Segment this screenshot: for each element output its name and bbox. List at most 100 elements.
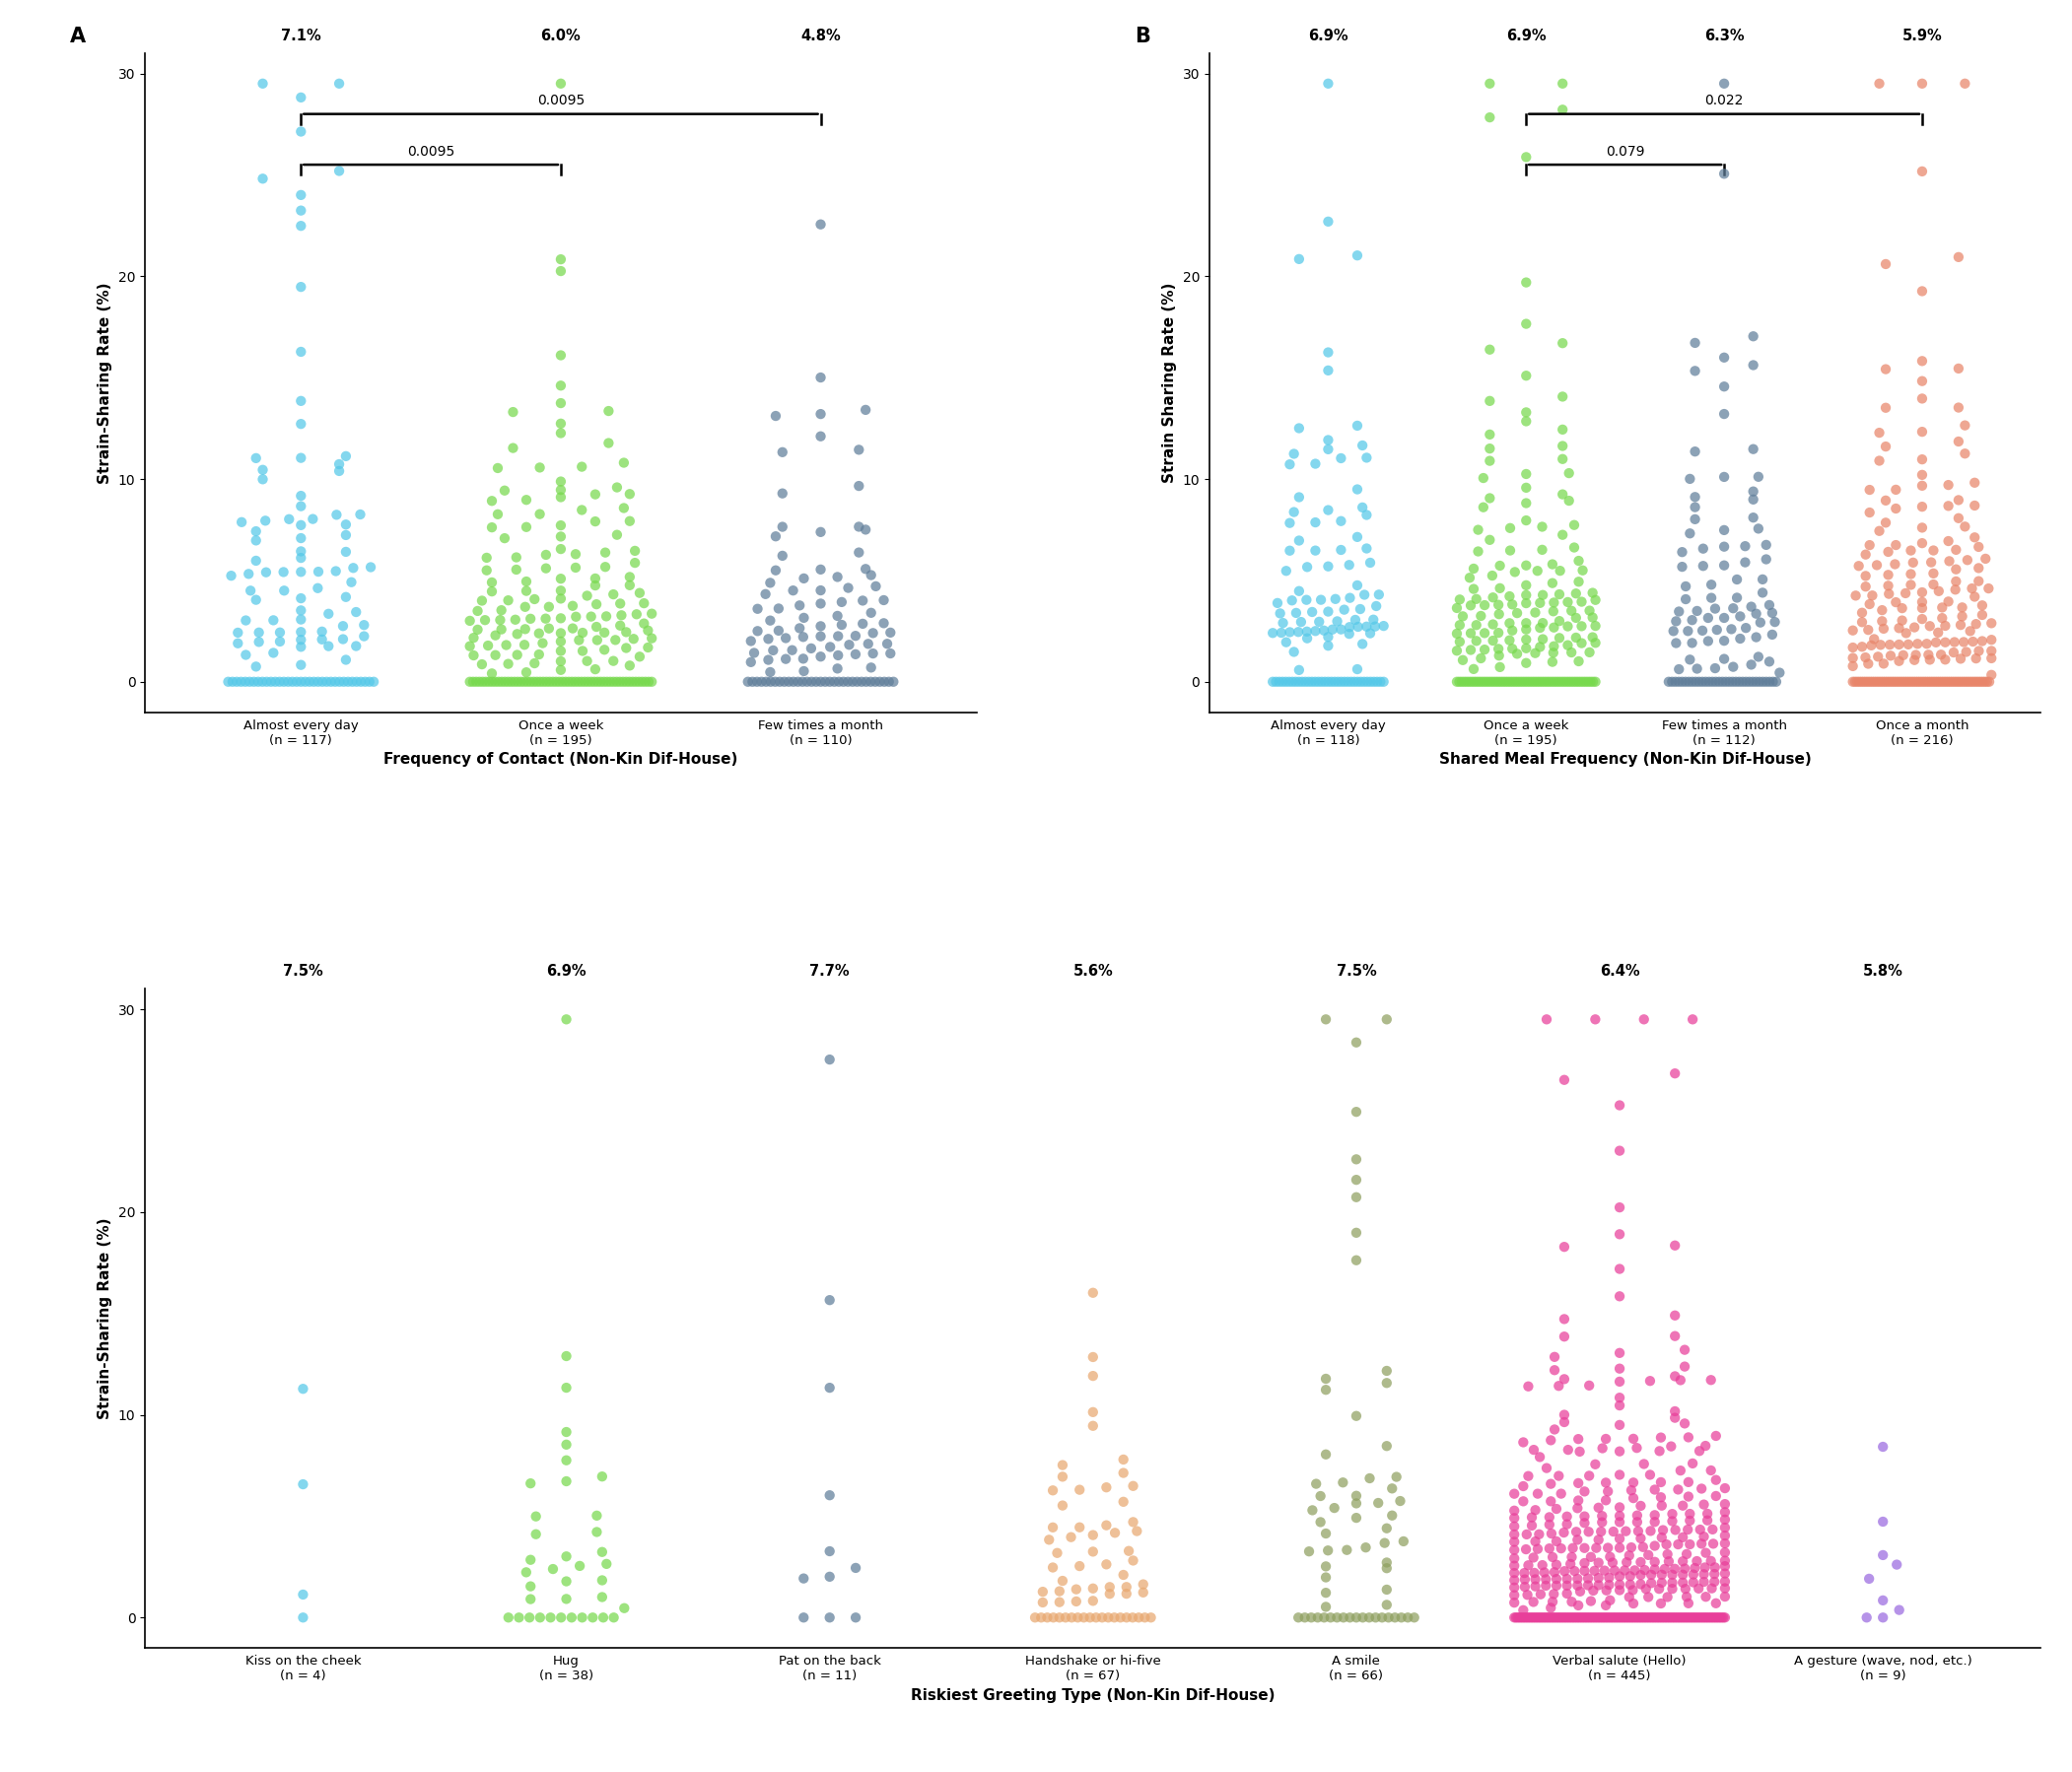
Point	[754, 569, 787, 597]
Point	[1525, 535, 1558, 563]
Point	[522, 618, 555, 647]
Point	[1312, 631, 1345, 659]
Point	[1912, 668, 1946, 696]
Point	[580, 613, 613, 641]
Point	[1587, 1556, 1620, 1584]
Point	[843, 539, 876, 567]
Point	[340, 668, 373, 696]
Point	[1293, 1538, 1326, 1566]
Point	[242, 668, 276, 696]
Point	[1310, 1579, 1343, 1607]
Point	[1674, 1499, 1707, 1527]
Point	[1699, 1481, 1732, 1510]
Point	[1370, 1549, 1403, 1577]
Point	[1656, 1575, 1689, 1604]
Point	[1662, 1476, 1695, 1504]
Point	[329, 441, 363, 470]
Point	[1537, 588, 1571, 617]
Point	[1341, 1145, 1374, 1173]
Point	[1444, 611, 1477, 640]
Text: B: B	[1135, 27, 1150, 46]
Point	[812, 1604, 845, 1632]
Point	[267, 668, 300, 696]
Point	[1312, 425, 1345, 454]
Point	[1370, 1368, 1403, 1396]
Point	[1550, 1572, 1583, 1600]
Text: A: A	[70, 27, 87, 46]
Point	[566, 618, 599, 647]
Point	[1707, 159, 1740, 188]
Point	[1312, 207, 1345, 236]
Point	[566, 496, 599, 525]
Point	[1697, 1515, 1730, 1543]
Point	[1975, 636, 2008, 664]
Point	[284, 273, 317, 301]
Point	[1334, 668, 1368, 696]
Point	[1310, 1441, 1343, 1469]
Point	[1906, 668, 1939, 696]
Point	[1906, 471, 1939, 500]
Point	[323, 668, 356, 696]
Point	[1080, 1604, 1113, 1632]
Point	[1676, 629, 1709, 657]
Point	[1612, 1542, 1645, 1570]
Point	[1303, 608, 1336, 636]
Point	[566, 1604, 599, 1632]
Point	[562, 668, 595, 696]
Point	[466, 650, 499, 679]
Point	[1944, 611, 1977, 640]
Point	[329, 537, 363, 565]
Point	[1312, 622, 1345, 650]
Point	[284, 117, 317, 145]
Point	[1341, 1166, 1374, 1194]
Point	[1709, 1574, 1743, 1602]
Point	[1510, 588, 1544, 617]
Point	[812, 1536, 845, 1565]
Point	[1471, 668, 1504, 696]
Point	[1498, 1504, 1531, 1533]
Point	[1544, 1604, 1577, 1632]
Point	[1666, 1547, 1699, 1575]
Point	[545, 510, 578, 539]
Point	[1519, 640, 1552, 668]
Point	[1836, 633, 1869, 661]
Point	[555, 1604, 588, 1632]
Point	[1353, 549, 1386, 578]
Point	[1523, 1442, 1556, 1471]
Point	[1098, 1519, 1131, 1547]
Point	[1656, 668, 1689, 696]
Point	[1106, 1488, 1140, 1517]
Point	[489, 668, 522, 696]
Point	[1562, 647, 1595, 675]
Point	[1668, 1554, 1701, 1582]
Point	[1552, 668, 1585, 696]
Point	[1494, 610, 1527, 638]
Point	[514, 1584, 547, 1613]
Point	[1548, 668, 1581, 696]
Point	[1740, 599, 1774, 627]
Point	[520, 1503, 553, 1531]
Point	[520, 668, 553, 696]
Point	[1515, 1512, 1548, 1540]
Point	[1341, 613, 1374, 641]
Point	[850, 395, 883, 424]
Point	[1341, 656, 1374, 684]
Point	[856, 618, 889, 647]
Text: 6.9%: 6.9%	[547, 964, 586, 978]
Point	[1537, 1604, 1571, 1632]
Point	[1310, 1552, 1343, 1581]
Point	[767, 478, 800, 507]
Point	[1680, 1547, 1714, 1575]
Point	[242, 627, 276, 656]
Point	[549, 1373, 582, 1402]
Point	[754, 657, 787, 686]
Point	[545, 372, 578, 400]
Point	[1320, 608, 1353, 636]
Point	[479, 622, 512, 650]
Point	[1498, 1480, 1531, 1508]
Point	[874, 640, 908, 668]
Point	[1867, 1432, 1900, 1460]
Point	[1086, 1604, 1119, 1632]
Point	[1620, 1501, 1653, 1529]
Point	[1556, 668, 1589, 696]
